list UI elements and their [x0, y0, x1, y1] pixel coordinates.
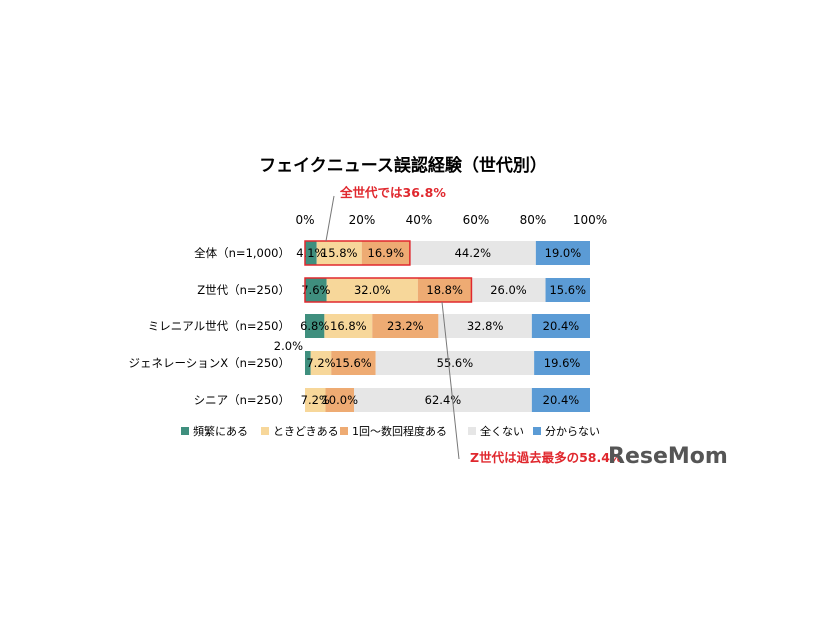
bars	[305, 241, 590, 412]
data-label: 19.6%	[544, 356, 581, 370]
legend-label: 分からない	[545, 425, 600, 438]
bar-segment	[471, 278, 546, 302]
bar-segment	[417, 278, 472, 302]
callouts: 全世代では36.8% Z世代は過去最多の58.4%	[304, 185, 623, 465]
legend-swatch	[340, 427, 348, 435]
data-label: 20.4%	[543, 393, 580, 407]
data-label: 26.0%	[490, 283, 527, 297]
data-label: 15.6%	[549, 283, 586, 297]
legend-label: 頻繁にある	[193, 424, 248, 438]
x-axis-ticks: 0% 20% 40% 60% 80% 100%	[295, 213, 607, 227]
data-label: 10.0%	[321, 393, 358, 407]
category-label: 全体（n=1,000）	[194, 246, 290, 260]
data-label: 15.6%	[335, 356, 372, 370]
data-label: 32.0%	[354, 283, 391, 297]
legend-swatch	[468, 427, 476, 435]
data-label: 55.6%	[437, 356, 474, 370]
category-label: Z世代（n=250）	[197, 283, 290, 297]
bar-segment	[354, 388, 532, 412]
value-labels: 4.1%15.8% 16.9% 44.2% 19.0% 7.6% 32.0% 18.8% 26…	[274, 246, 586, 407]
category-labels: 全体（n=1,000） Z世代（n=250） ミレニアル世代（n=250） ジェネレー…	[128, 246, 290, 407]
data-label: 7.2%	[306, 356, 335, 370]
callout-leader	[325, 195, 335, 242]
bar-segment	[305, 351, 311, 375]
legend-swatch	[533, 427, 541, 435]
watermark-logo: ReseMom	[608, 444, 728, 469]
x-tick-label: 40%	[406, 213, 433, 227]
callout-box	[304, 240, 411, 266]
data-label: 2.0%	[274, 339, 303, 353]
bar-segment	[316, 241, 362, 265]
data-label: 7.2%	[301, 393, 330, 407]
data-label: 4.1%	[296, 246, 325, 260]
data-label: 16.9%	[368, 246, 405, 260]
bar-segment	[331, 351, 376, 375]
bar-segment	[305, 388, 326, 412]
data-label: 23.2%	[387, 319, 424, 333]
bar-segment	[325, 388, 355, 412]
category-label: ミレニアル世代（n=250）	[148, 319, 290, 333]
bar-segment	[305, 241, 317, 265]
bar-segment	[372, 314, 439, 338]
data-label: 44.2%	[455, 246, 492, 260]
data-label: 7.6%	[301, 283, 330, 297]
x-tick-label: 0%	[295, 213, 314, 227]
bar-segment	[305, 278, 327, 302]
data-label: 6.8%	[300, 319, 329, 333]
bar-segment	[375, 351, 535, 375]
callout-text: Z世代は過去最多の58.4%	[470, 450, 623, 465]
callout-text: 全世代では36.8%	[339, 185, 446, 200]
data-label: 16.8%	[330, 319, 367, 333]
bar-segment	[438, 314, 532, 338]
data-label: 18.8%	[426, 283, 463, 297]
legend-label: ときどきある	[273, 425, 339, 438]
chart-title: フェイクニュース誤認経験（世代別）	[259, 155, 547, 176]
legend-label: 1回～数回程度ある	[352, 424, 447, 438]
x-tick-label: 100%	[573, 213, 607, 227]
x-tick-label: 80%	[520, 213, 547, 227]
bar-segment	[326, 278, 418, 302]
bar-segment	[535, 241, 590, 265]
data-label: 32.8%	[467, 319, 504, 333]
callout-leader	[441, 301, 460, 460]
data-label: 20.4%	[543, 319, 580, 333]
legend-swatch	[261, 427, 269, 435]
bar-segment	[324, 314, 373, 338]
category-label: ジェネレーションX（n=250）	[128, 356, 290, 370]
x-tick-label: 60%	[463, 213, 490, 227]
bar-segment	[531, 314, 590, 338]
bar-segment	[361, 241, 410, 265]
bar-segment	[545, 278, 590, 302]
callout-box	[304, 277, 473, 303]
bar-segment	[531, 388, 590, 412]
bar-segment	[409, 241, 536, 265]
data-label: 15.8%	[321, 246, 358, 260]
legend: 頻繁にある ときどきある 1回～数回程度ある 全くない 分からない	[181, 424, 600, 438]
x-tick-label: 20%	[349, 213, 376, 227]
data-label: 19.0%	[545, 246, 582, 260]
category-label: シニア（n=250）	[194, 393, 290, 407]
bar-segment	[534, 351, 590, 375]
legend-swatch	[181, 427, 189, 435]
data-label: 62.4%	[425, 393, 462, 407]
legend-label: 全くない	[480, 424, 524, 438]
bar-segment	[310, 351, 332, 375]
bar-segment	[305, 314, 325, 338]
